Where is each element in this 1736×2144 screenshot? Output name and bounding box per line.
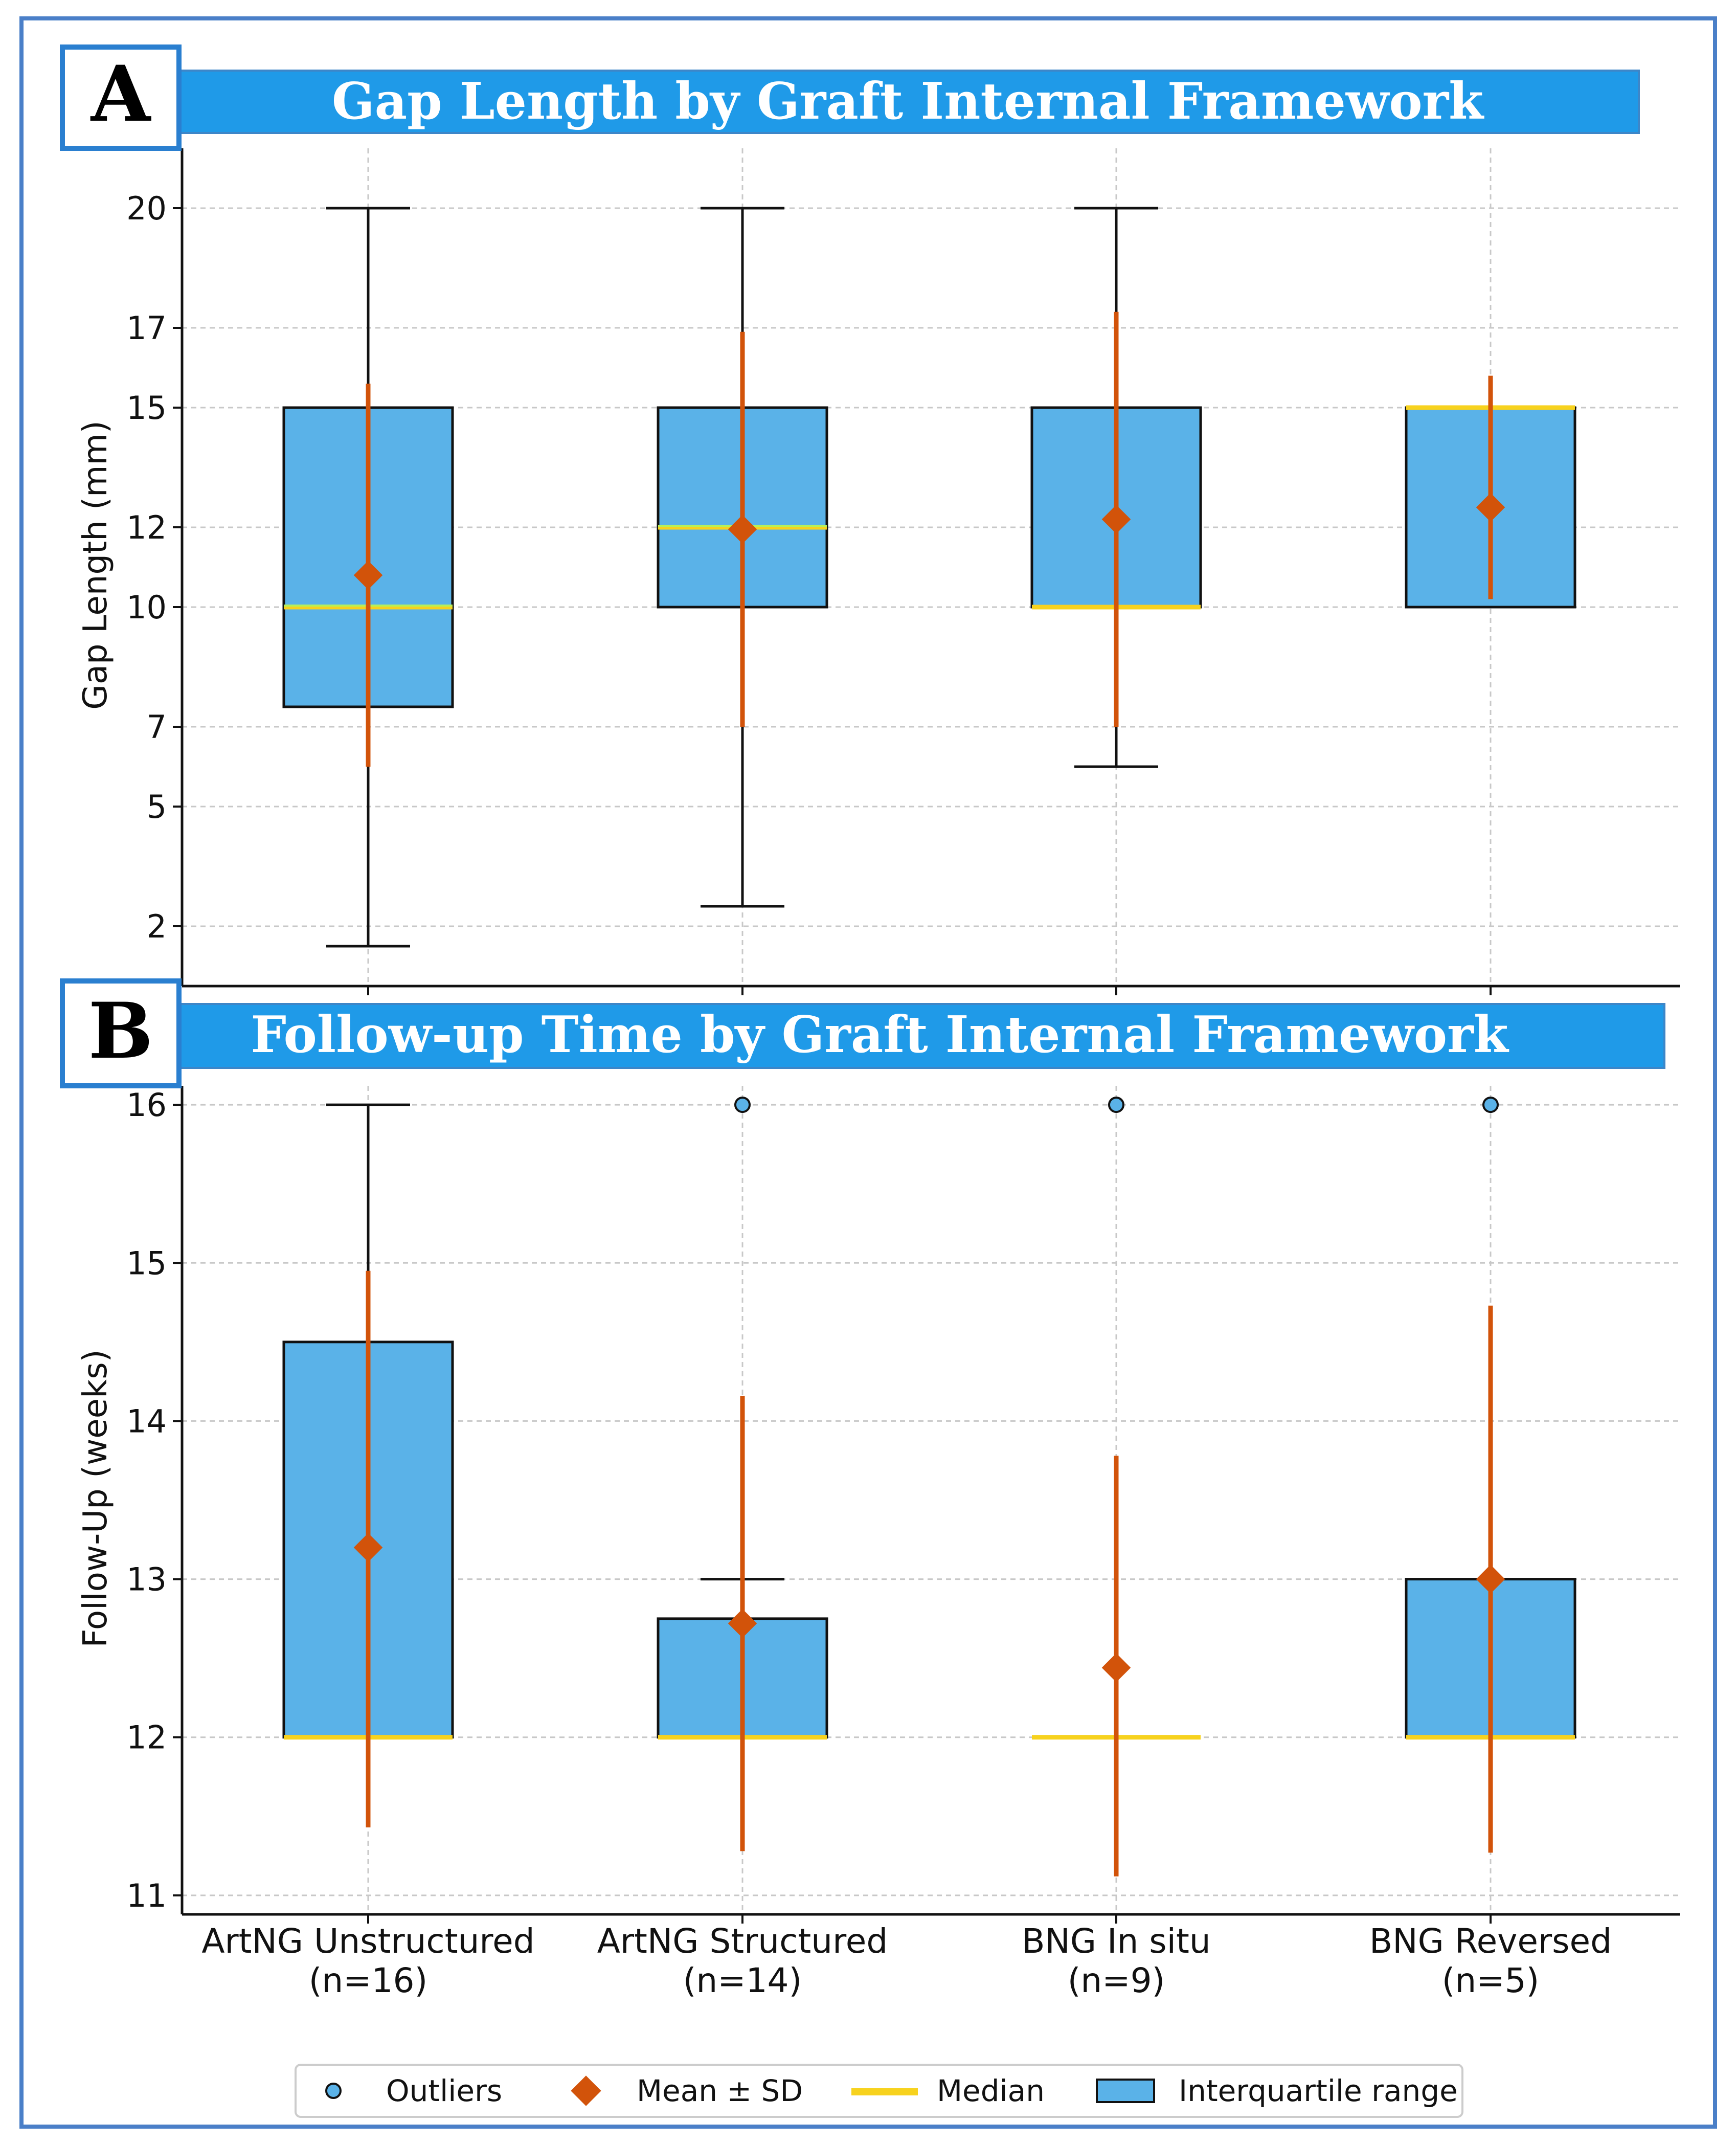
category-label-name: BNG In situ [1022, 1922, 1210, 1961]
panel-b-letter-box [60, 978, 182, 1088]
plot-a: 2 5 7 10 12 15 17 20 [126, 148, 1680, 995]
y-tick-label: 12 [126, 509, 167, 546]
panel-a-title: Gap Length by Graft Internal Framework [332, 72, 1484, 131]
box-group-b-1 [282, 1103, 454, 1827]
legend-median-label: Median [937, 2073, 1045, 2108]
legend-iqr-marker [1096, 2079, 1155, 2103]
legend-mean-label: Mean ± SD [637, 2073, 803, 2108]
plot-b: 11 12 13 14 15 16 [126, 1086, 1680, 1924]
mean-marker [728, 515, 757, 544]
panel-a-title-bar [175, 70, 1640, 134]
category-label-n: (n=5) [1442, 1961, 1540, 2000]
mean-marker [353, 561, 383, 590]
legend-outliers-label: Outliers [386, 2073, 502, 2108]
y-tick-label: 20 [126, 190, 167, 227]
outlier-point [1108, 1097, 1124, 1113]
y-tick-label: 15 [126, 1244, 167, 1282]
y-tick-label: 13 [126, 1561, 167, 1598]
panel-a: 2 5 7 10 12 15 17 20 Gap Length by Graft Intern… [60, 44, 1680, 995]
category-label-name: ArtNG Structured [597, 1922, 888, 1961]
y-tick-label: 7 [147, 708, 167, 746]
panel-a-y-label: Gap Length (mm) [77, 420, 115, 710]
y-tick-label: 15 [126, 389, 167, 427]
legend-outlier-marker [325, 2083, 342, 2099]
box-group-a-1 [282, 207, 454, 948]
category-label-n: (n=14) [683, 1961, 802, 2000]
mean-marker [353, 1533, 383, 1562]
y-tick-label: 10 [126, 589, 167, 626]
outlier-point [734, 1097, 751, 1113]
outlier-point [1482, 1097, 1499, 1113]
panel-b-title-bar [175, 1003, 1665, 1069]
panel-b-y-label: Follow-Up (weeks) [77, 1349, 115, 1647]
category-labels: ArtNG Unstructured (n=16) ArtNG Structur… [201, 1922, 1612, 2000]
category-label-n: (n=16) [309, 1961, 428, 2000]
panel-b: 11 12 13 14 15 16 Follow-up Time by Graft Int… [60, 978, 1680, 1924]
category-label-name: ArtNG Unstructured [201, 1922, 534, 1961]
legend-iqr-label: Interquartile range [1179, 2073, 1458, 2108]
y-tick-label: 14 [126, 1402, 167, 1440]
box-group-a-3 [1030, 207, 1202, 768]
y-tick-label: 2 [147, 908, 167, 945]
y-tick-label: 11 [126, 1877, 167, 1914]
legend-mean-marker [571, 2075, 601, 2106]
mean-marker [1476, 493, 1505, 522]
outer-frame [19, 16, 1717, 2129]
box-group-a-2 [657, 207, 828, 908]
y-tick-label: 5 [147, 788, 167, 825]
box-group-a-4 [1405, 375, 1576, 609]
category-label-name: BNG Reversed [1369, 1922, 1612, 1961]
mean-marker [728, 1609, 757, 1638]
y-tick-label: 12 [126, 1719, 167, 1756]
mean-marker [1101, 505, 1131, 534]
panel-b-letter: B [88, 986, 153, 1076]
y-tick-label: 16 [126, 1086, 167, 1124]
category-label-n: (n=9) [1068, 1961, 1165, 2000]
mean-marker [1476, 1565, 1505, 1594]
mean-marker [1101, 1653, 1131, 1682]
panel-a-letter-box [60, 44, 182, 151]
panel-b-title: Follow-up Time by Graft Internal Framewo… [251, 1006, 1509, 1064]
box-group-b-3 [1032, 1097, 1201, 1877]
panel-a-letter: A [90, 49, 152, 139]
box-group-b-2 [657, 1097, 828, 1851]
y-tick-label: 17 [126, 309, 167, 347]
legend: Outliers Mean ± SD Median Interquartile … [295, 2064, 1463, 2118]
box-group-b-4 [1405, 1097, 1576, 1853]
